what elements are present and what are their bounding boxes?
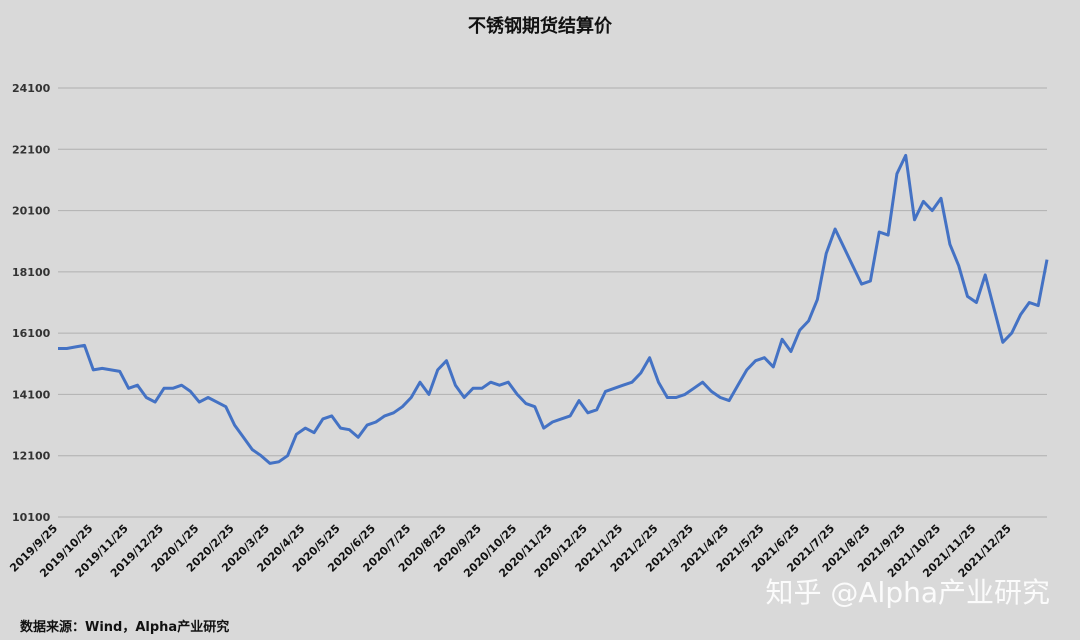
y-tick-label: 22100 xyxy=(12,143,51,156)
y-tick-label: 18100 xyxy=(12,266,51,279)
y-tick-label: 20100 xyxy=(12,205,51,218)
y-tick-label: 16100 xyxy=(12,327,51,340)
y-tick-label: 24100 xyxy=(12,82,51,95)
source-note: 数据来源：Wind，Alpha产业研究 xyxy=(20,619,229,635)
watermark: 知乎 @Alpha产业研究 xyxy=(765,576,1050,609)
data-line xyxy=(58,153,1049,465)
y-tick-label: 10100 xyxy=(12,511,51,524)
y-tick-label: 14100 xyxy=(12,388,51,401)
chart-title: 不锈钢期货结算价 xyxy=(468,15,613,37)
y-tick-label: 12100 xyxy=(12,450,51,463)
